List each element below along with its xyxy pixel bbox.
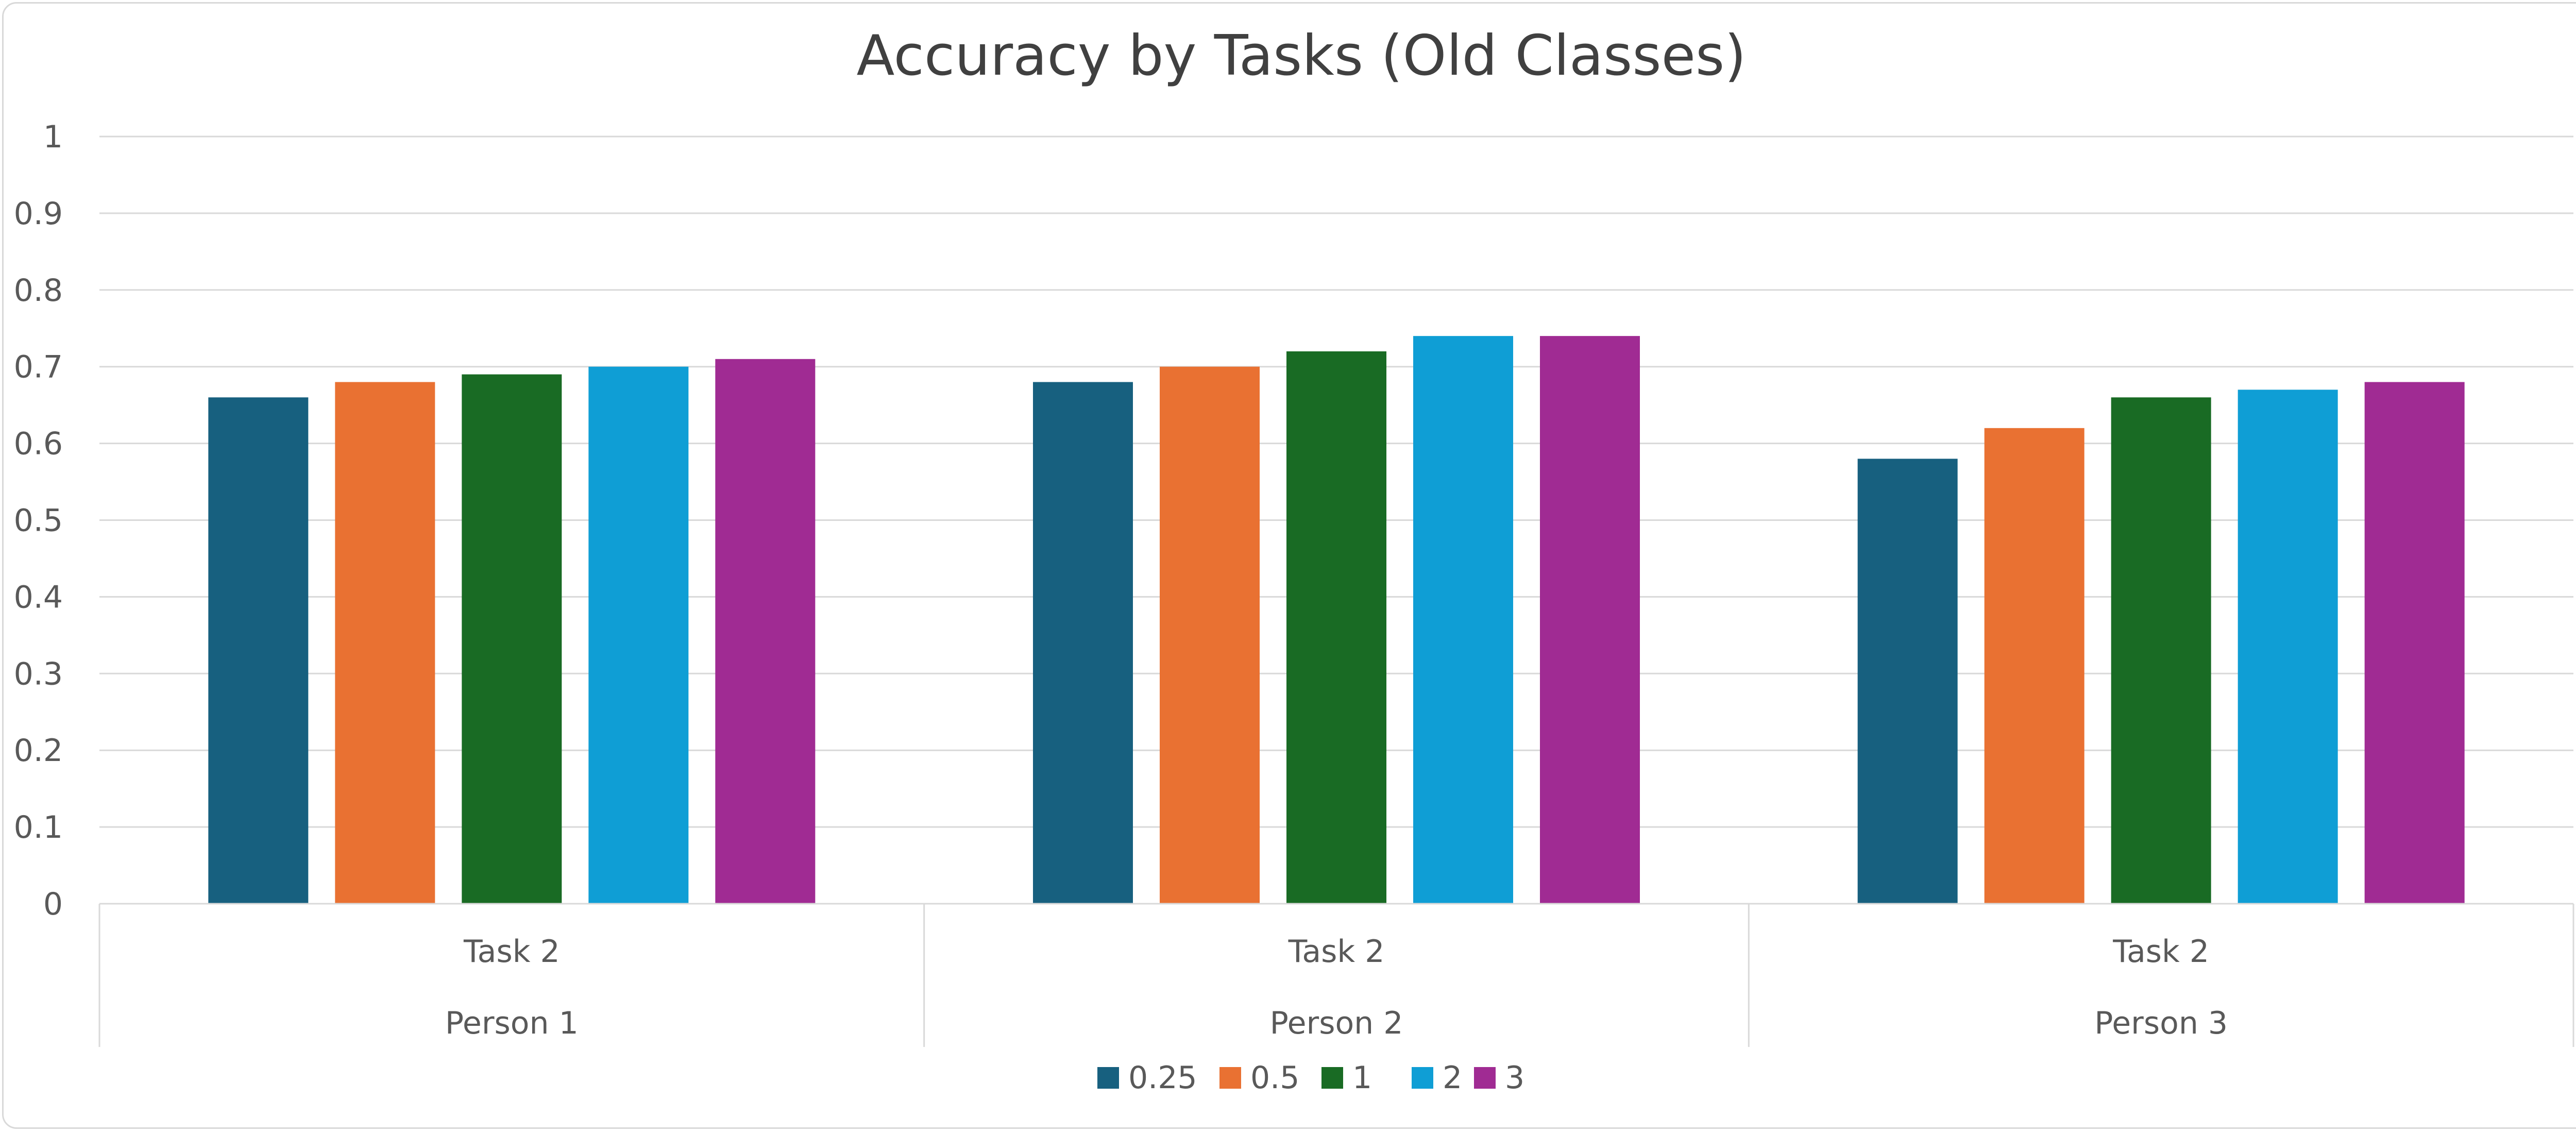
bar-3-1 bbox=[1540, 336, 1640, 904]
y-tick-label: 0.9 bbox=[14, 196, 63, 232]
legend: 0.25 0.5 1 2 3 bbox=[1097, 1060, 1524, 1096]
bar-0_5-1 bbox=[1160, 366, 1260, 904]
y-tick-label: 1 bbox=[43, 119, 63, 155]
bar-0_5-2 bbox=[1984, 428, 2084, 904]
bar-2-0 bbox=[588, 366, 689, 904]
legend-label: 0.25 bbox=[1128, 1060, 1197, 1096]
legend-label: 2 bbox=[1443, 1060, 1462, 1096]
x-tick-label-group: Person 3 bbox=[2094, 1005, 2228, 1041]
bar-0_25-0 bbox=[208, 397, 309, 904]
bars bbox=[208, 336, 2465, 904]
y-tick-label: 0.6 bbox=[14, 426, 63, 462]
x-tick-label-group: Person 1 bbox=[445, 1005, 579, 1041]
x-tick-label-group: Person 2 bbox=[1270, 1005, 1403, 1041]
y-tick-label: 0.2 bbox=[14, 733, 63, 769]
bar-3-2 bbox=[2364, 382, 2465, 904]
y-tick-label: 0.8 bbox=[14, 273, 63, 309]
y-tick-label: 0.4 bbox=[14, 579, 63, 615]
bar-1-1 bbox=[1286, 351, 1386, 904]
y-tick-label: 0.5 bbox=[14, 503, 63, 539]
bar-2-2 bbox=[2238, 390, 2338, 904]
x-tick-label-task: Task 2 bbox=[1288, 934, 1385, 970]
legend-label: 0.5 bbox=[1250, 1060, 1299, 1096]
y-tick-label: 0 bbox=[43, 886, 63, 922]
y-tick-label: 0.1 bbox=[14, 809, 63, 845]
x-tick-label-task: Task 2 bbox=[463, 934, 560, 970]
legend-swatch bbox=[1474, 1067, 1496, 1089]
legend-label: 1 bbox=[1352, 1060, 1372, 1096]
bar-0_25-2 bbox=[1857, 459, 1958, 904]
y-tick-label: 0.7 bbox=[14, 349, 63, 385]
x-axis: Task 2 Person 1 Task 2 Person 2 Task 2 Person… bbox=[98, 903, 2574, 1047]
bar-0_5-0 bbox=[335, 382, 435, 904]
legend-swatch bbox=[1321, 1067, 1343, 1089]
y-axis-ticks: 0 0.1 0.2 0.3 0.4 0.5 0.6 0.7 0.8 0.9 1 bbox=[14, 119, 63, 922]
chart-title: Accuracy by Tasks (Old Classes) bbox=[857, 24, 1747, 88]
bar-1-2 bbox=[2111, 397, 2211, 904]
legend-swatch bbox=[1412, 1067, 1433, 1089]
y-tick-label: 0.3 bbox=[14, 656, 63, 692]
x-tick-label-task: Task 2 bbox=[2112, 934, 2209, 970]
legend-label: 3 bbox=[1505, 1060, 1524, 1096]
legend-swatch bbox=[1097, 1067, 1119, 1089]
bar-1-0 bbox=[462, 374, 562, 904]
bar-2-1 bbox=[1413, 336, 1513, 904]
bar-3-0 bbox=[715, 359, 816, 904]
legend-swatch bbox=[1219, 1067, 1241, 1089]
bar-0_25-1 bbox=[1033, 382, 1133, 904]
